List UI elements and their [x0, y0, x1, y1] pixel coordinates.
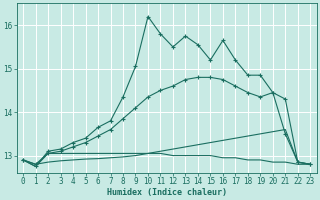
- X-axis label: Humidex (Indice chaleur): Humidex (Indice chaleur): [107, 188, 227, 197]
